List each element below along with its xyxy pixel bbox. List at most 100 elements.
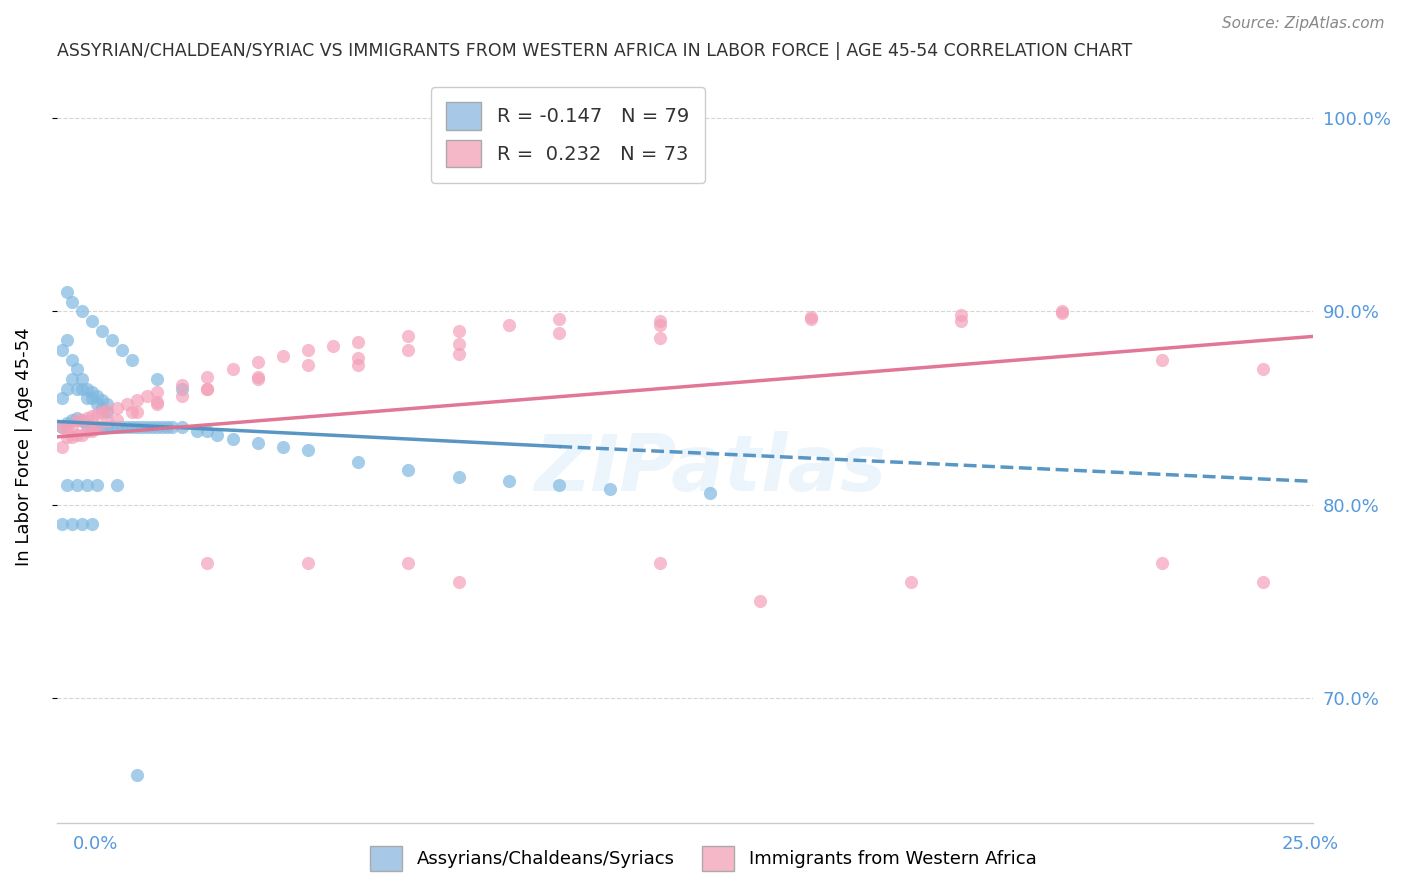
Point	[105, 420, 128, 434]
Point	[648, 556, 671, 570]
Point	[55, 417, 77, 431]
Point	[90, 324, 112, 338]
Point	[101, 333, 124, 347]
Point	[172, 377, 194, 392]
Point	[86, 420, 108, 434]
Point	[548, 478, 571, 492]
Point	[297, 443, 319, 458]
Point	[150, 420, 173, 434]
Point	[146, 420, 169, 434]
Point	[156, 420, 179, 434]
Point	[90, 401, 112, 415]
Point	[86, 389, 108, 403]
Point	[86, 478, 108, 492]
Point	[125, 768, 148, 782]
Point	[221, 362, 243, 376]
Point	[1251, 362, 1274, 376]
Point	[115, 420, 138, 434]
Point	[96, 414, 118, 428]
Point	[221, 432, 243, 446]
Point	[172, 382, 194, 396]
Point	[60, 420, 83, 434]
Point	[70, 414, 93, 428]
Point	[950, 314, 973, 328]
Point	[447, 470, 470, 484]
Point	[125, 420, 148, 434]
Point	[246, 435, 269, 450]
Point	[76, 478, 98, 492]
Point	[322, 339, 344, 353]
Point	[70, 516, 93, 531]
Point	[51, 391, 73, 405]
Point	[197, 370, 219, 384]
Point	[1050, 306, 1073, 320]
Point	[447, 574, 470, 589]
Point	[66, 362, 89, 376]
Point	[80, 409, 103, 423]
Point	[111, 420, 134, 434]
Point	[197, 382, 219, 396]
Point	[699, 486, 721, 500]
Y-axis label: In Labor Force | Age 45-54: In Labor Force | Age 45-54	[15, 327, 32, 566]
Point	[548, 326, 571, 340]
Point	[172, 420, 194, 434]
Point	[146, 395, 169, 409]
Point	[197, 382, 219, 396]
Point	[76, 418, 98, 433]
Point	[447, 347, 470, 361]
Point	[246, 354, 269, 368]
Point	[172, 389, 194, 403]
Point	[648, 331, 671, 345]
Point	[80, 516, 103, 531]
Point	[76, 410, 98, 425]
Point	[498, 318, 520, 332]
Point	[76, 382, 98, 396]
Point	[111, 343, 134, 357]
Point	[800, 312, 823, 326]
Point	[347, 335, 370, 350]
Point	[60, 516, 83, 531]
Point	[271, 349, 294, 363]
Point	[60, 294, 83, 309]
Point	[800, 310, 823, 324]
Text: ZIPatlas: ZIPatlas	[534, 431, 886, 508]
Point	[70, 372, 93, 386]
Point	[749, 594, 772, 608]
Point	[80, 391, 103, 405]
Point	[60, 352, 83, 367]
Text: ASSYRIAN/CHALDEAN/SYRIAC VS IMMIGRANTS FROM WESTERN AFRICA IN LABOR FORCE | AGE : ASSYRIAN/CHALDEAN/SYRIAC VS IMMIGRANTS F…	[56, 42, 1132, 60]
Text: Source: ZipAtlas.com: Source: ZipAtlas.com	[1222, 16, 1385, 31]
Point	[96, 405, 118, 419]
Point	[648, 318, 671, 332]
Point	[96, 420, 118, 434]
Point	[1152, 556, 1174, 570]
Point	[136, 420, 159, 434]
Point	[186, 424, 208, 438]
Point	[246, 370, 269, 384]
Point	[80, 420, 103, 434]
Point	[55, 420, 77, 434]
Point	[900, 574, 922, 589]
Point	[297, 343, 319, 357]
Point	[55, 382, 77, 396]
Point	[60, 430, 83, 444]
Legend: Assyrians/Chaldeans/Syriacs, Immigrants from Western Africa: Assyrians/Chaldeans/Syriacs, Immigrants …	[363, 838, 1043, 879]
Point	[80, 424, 103, 438]
Point	[146, 397, 169, 411]
Point	[90, 420, 112, 434]
Point	[86, 420, 108, 434]
Point	[96, 397, 118, 411]
Point	[146, 372, 169, 386]
Point	[70, 412, 93, 426]
Point	[1251, 574, 1274, 589]
Text: 0.0%: 0.0%	[73, 835, 118, 853]
Point	[197, 556, 219, 570]
Point	[498, 475, 520, 489]
Point	[60, 372, 83, 386]
Point	[80, 385, 103, 400]
Point	[1050, 304, 1073, 318]
Point	[80, 314, 103, 328]
Point	[347, 351, 370, 365]
Point	[125, 405, 148, 419]
Point	[207, 428, 229, 442]
